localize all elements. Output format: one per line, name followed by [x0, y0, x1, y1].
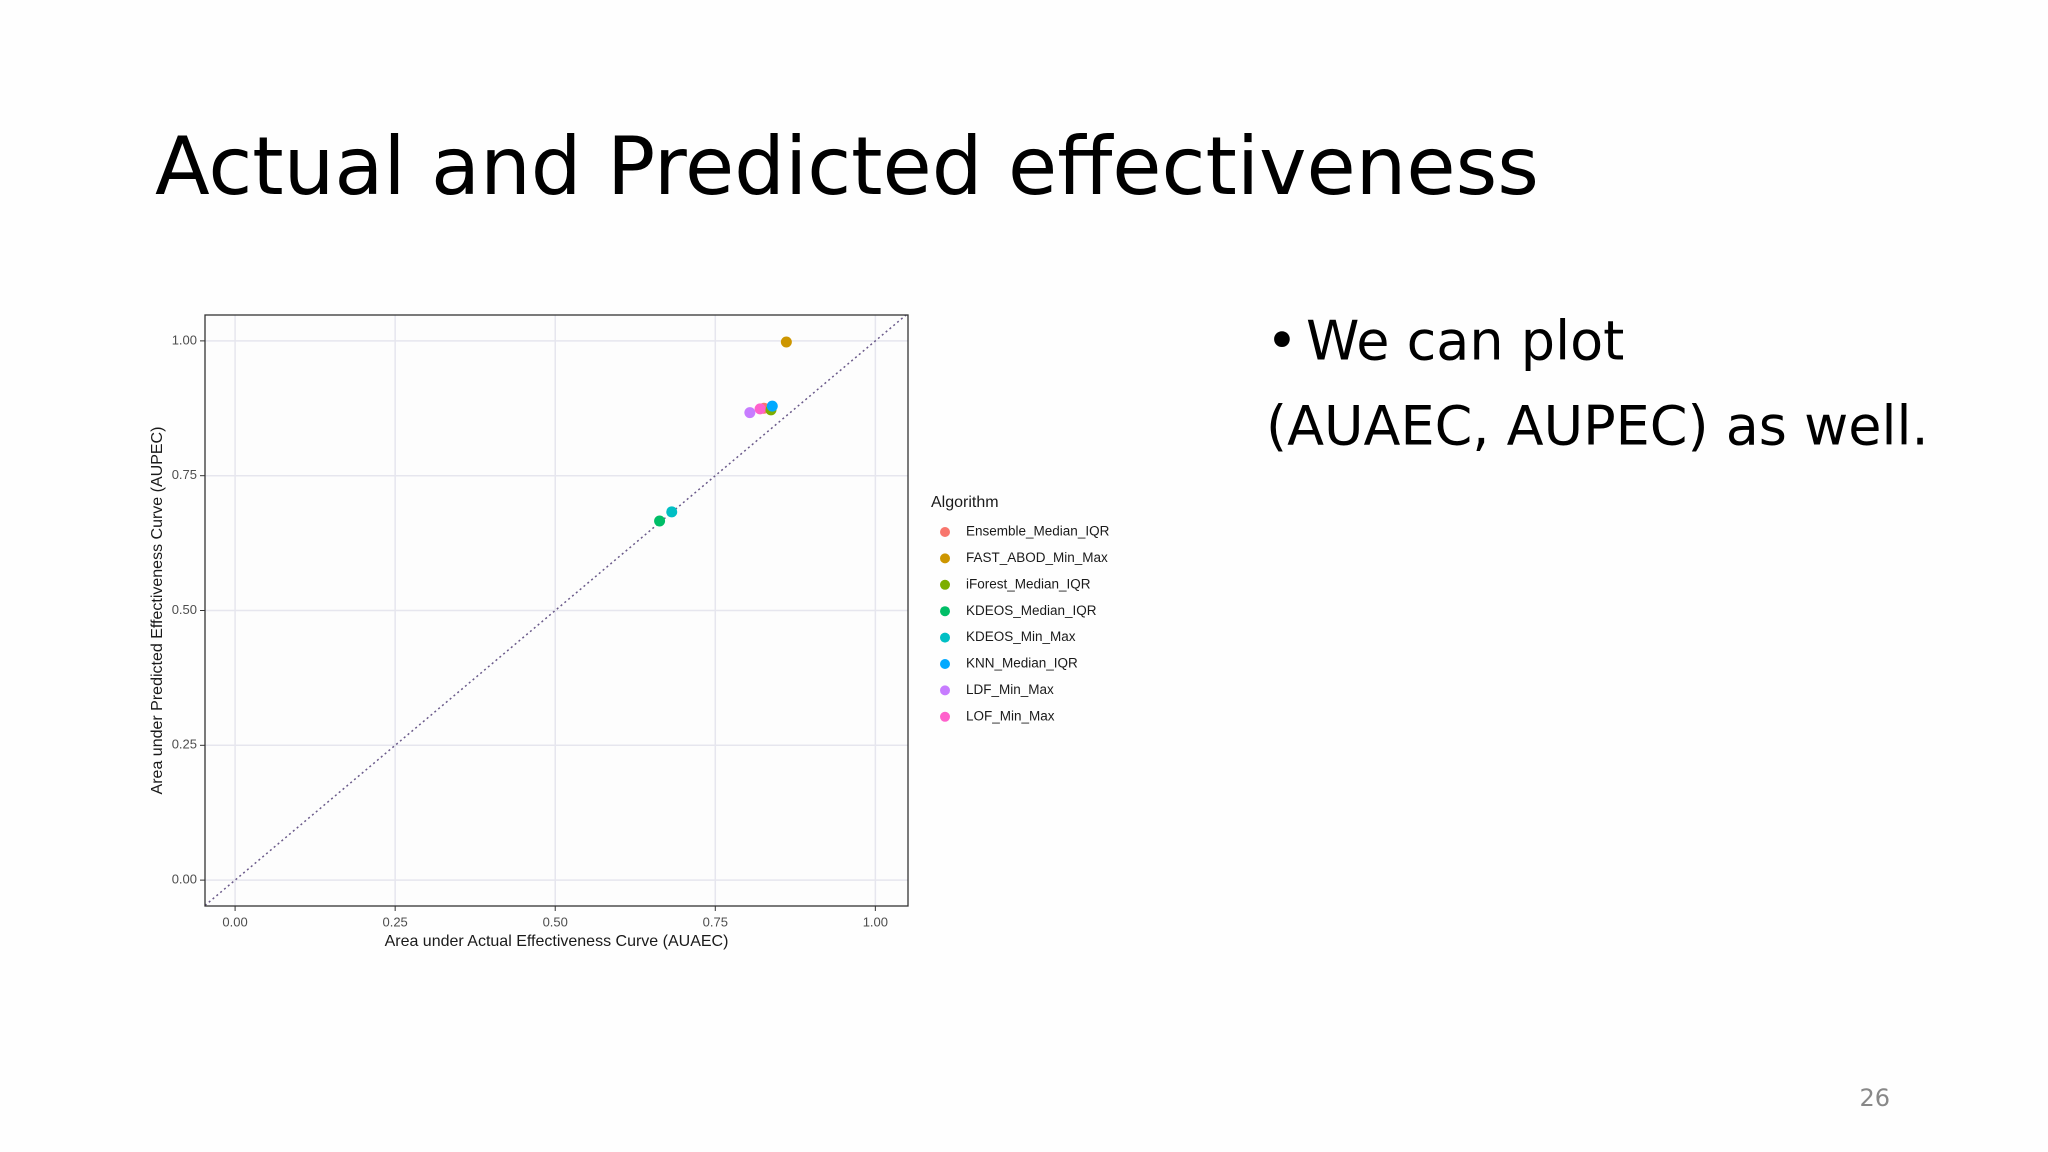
- legend-title: Algorithm: [931, 494, 999, 511]
- legend-label: FAST_ABOD_Min_Max: [966, 550, 1108, 565]
- legend-label: KDEOS_Min_Max: [966, 629, 1076, 644]
- legend-label: iForest_Median_IQR: [966, 576, 1091, 591]
- point: [744, 407, 756, 419]
- x-tick-label: 0.00: [222, 914, 247, 929]
- point: [754, 403, 766, 415]
- bullet-text: We can plot: [1306, 310, 1624, 373]
- y-tick-label: 0.50: [172, 602, 197, 617]
- plot-border: [204, 314, 909, 907]
- chart: 0.00 0.25 0.50 0.75 1.00 0.00 0.25 0.50 0.75 1.00…: [149, 314, 1110, 950]
- legend-label: Ensemble_Median_IQR: [966, 524, 1110, 539]
- legend-swatch: [940, 553, 950, 564]
- legend-swatch: [940, 527, 950, 537]
- x-tick-label: 0.25: [382, 914, 407, 929]
- x-tick-label: 0.50: [543, 914, 568, 929]
- point: [780, 336, 792, 348]
- point: [766, 400, 778, 412]
- legend-label: LOF_Min_Max: [966, 708, 1055, 723]
- legend-swatch: [940, 659, 950, 669]
- bullet-text: (AUAEC, AUPEC) as well.: [1266, 395, 1929, 458]
- point: [654, 515, 666, 527]
- legend-label: KDEOS_Median_IQR: [966, 603, 1097, 618]
- x-axis-title: Area under Actual Effectiveness Curve (A…: [385, 933, 729, 950]
- legend-label: KNN_Median_IQR: [966, 656, 1078, 671]
- legend-swatch: [940, 606, 950, 617]
- legend-swatch: [940, 632, 950, 643]
- bullet-dot: •: [1266, 310, 1298, 373]
- y-axis-title: Area under Predicted Effectiveness Curve…: [149, 427, 166, 795]
- legend-label: LDF_Min_Max: [966, 682, 1054, 697]
- legend-swatch: [940, 579, 950, 590]
- page-number: 26: [1859, 1084, 1890, 1112]
- legend-swatch: [940, 685, 950, 696]
- y-tick-label: 0.75: [172, 467, 197, 482]
- point: [666, 506, 678, 518]
- legend-swatch: [940, 711, 950, 722]
- slide-title: Actual and Predicted effectiveness: [155, 120, 1539, 213]
- x-tick-label: 1.00: [863, 914, 888, 929]
- y-tick-label: 0.25: [172, 737, 197, 752]
- y-tick-label: 0.00: [172, 872, 197, 887]
- x-tick-label: 0.75: [703, 914, 728, 929]
- y-tick-label: 1.00: [172, 332, 197, 347]
